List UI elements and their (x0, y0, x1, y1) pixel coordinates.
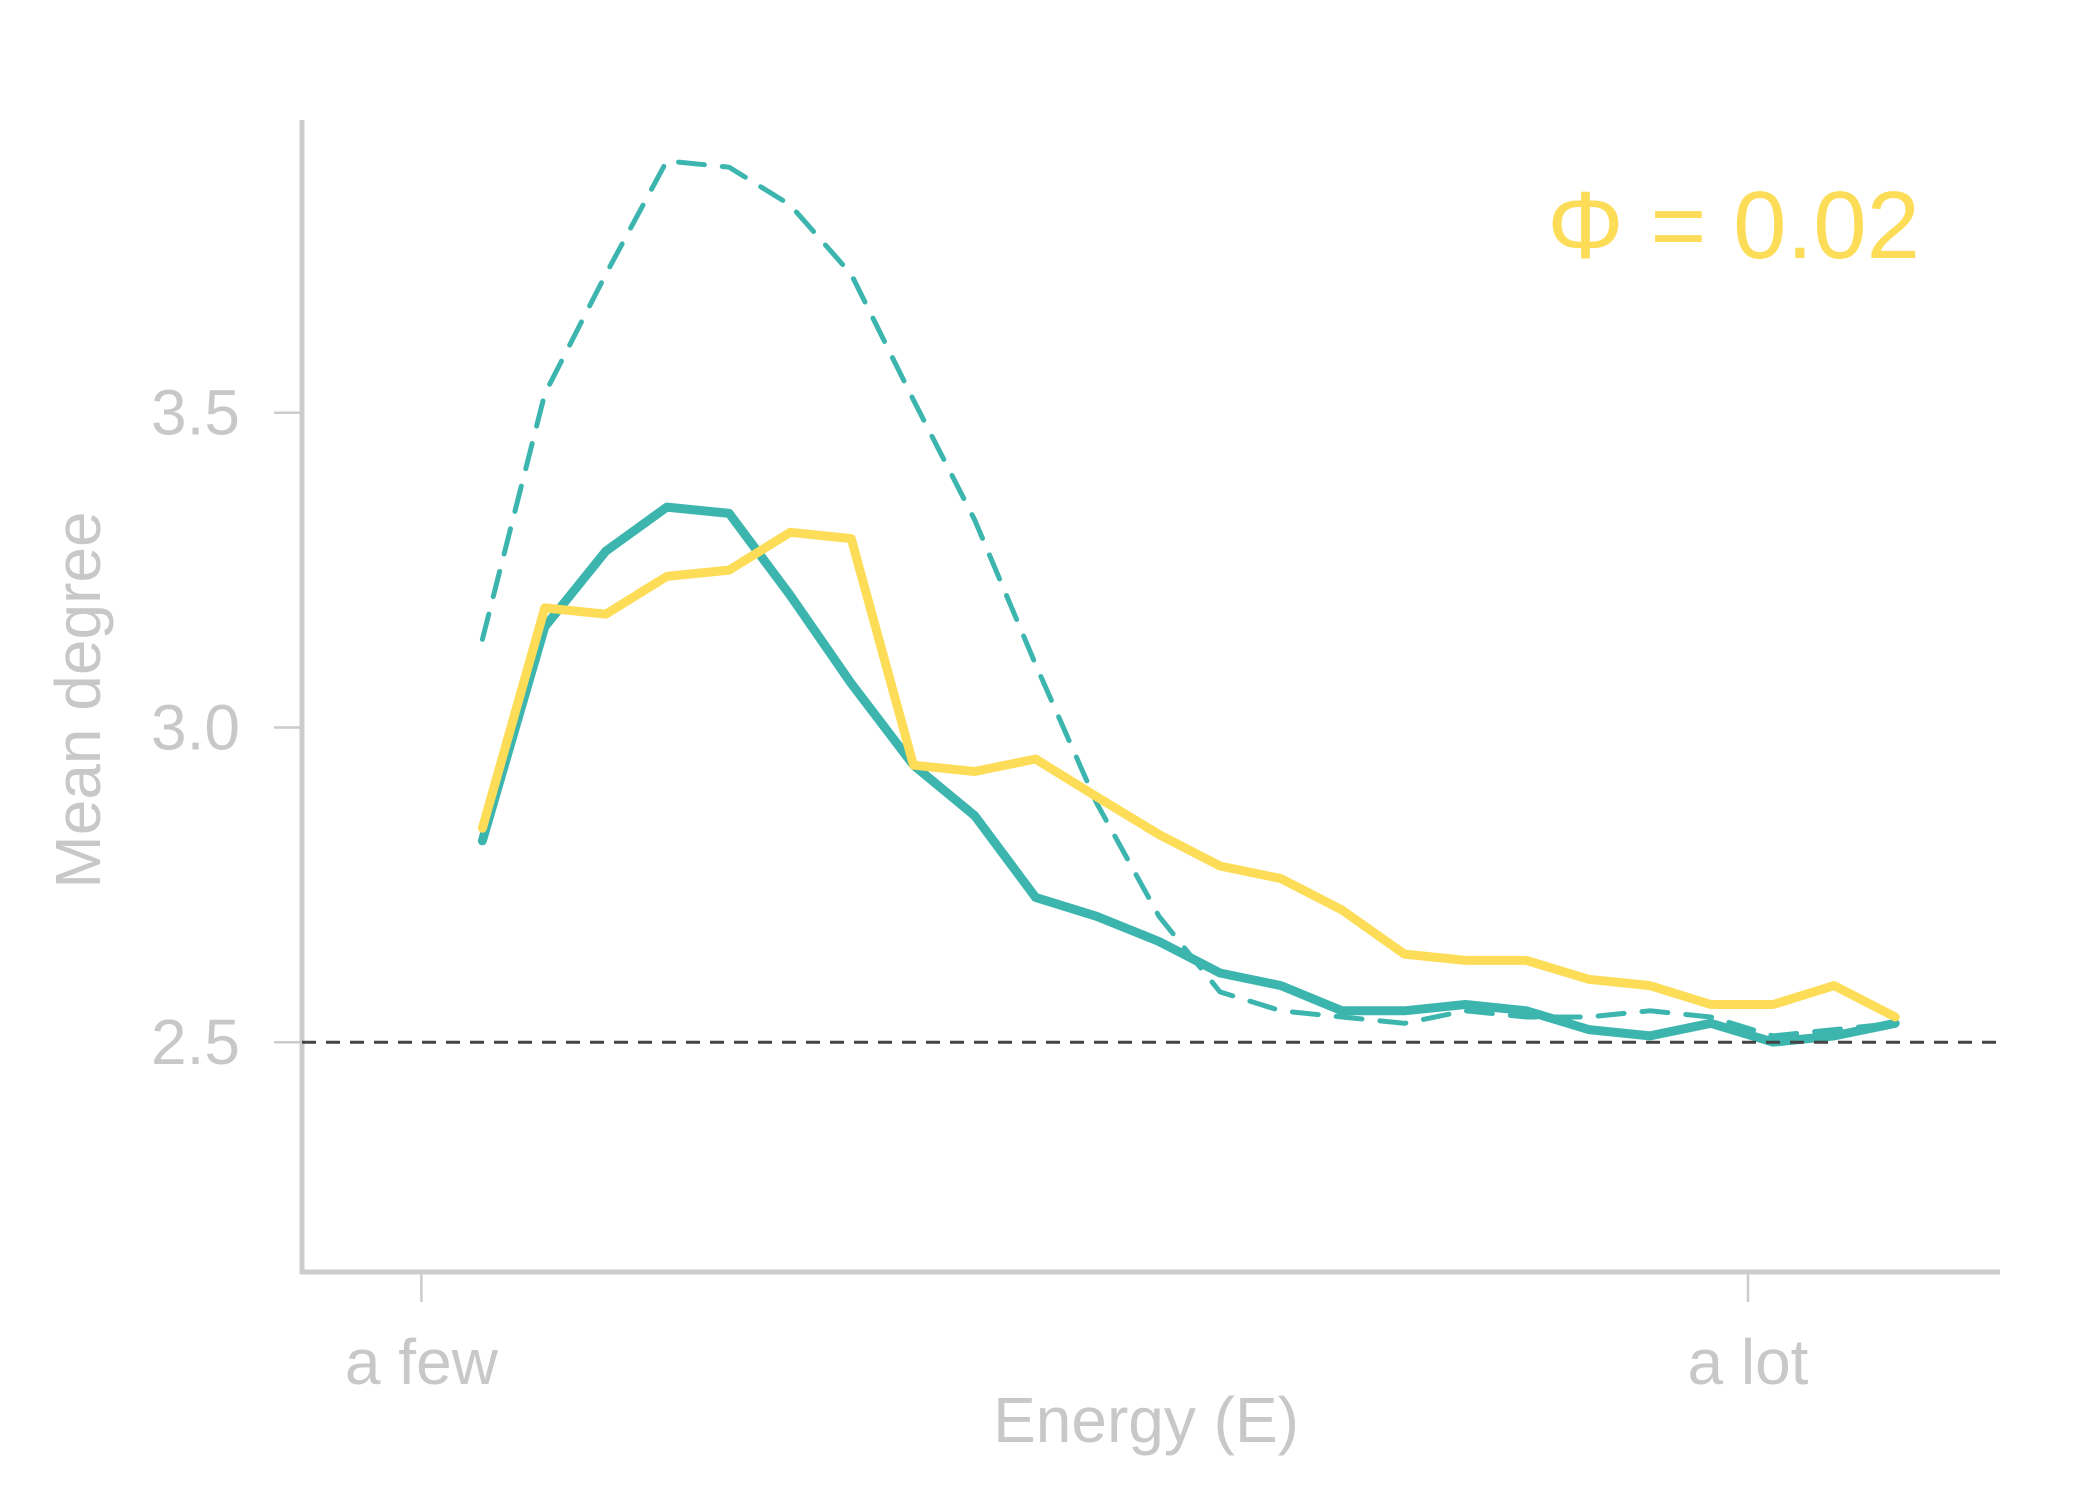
phi-annotation: Φ = 0.02 (1547, 172, 1920, 279)
y-axis-title: Mean degree (42, 511, 114, 888)
y-tick-label: 3.5 (151, 377, 240, 449)
series-layer (477, 158, 1900, 1047)
series-line-2 (477, 502, 1900, 1047)
x-tick-label: a lot (1687, 1326, 1808, 1398)
y-tick-label: 3.0 (151, 691, 240, 763)
series-line-3 (477, 527, 1900, 1022)
x-axis-title: Energy (E) (993, 1384, 1299, 1456)
series-line-1 (479, 158, 1898, 1039)
y-tick-label: 2.5 (151, 1006, 240, 1078)
x-axis-ticks: a few a lot (345, 1272, 1809, 1398)
y-axis-ticks: 2.5 3.0 3.5 (151, 377, 302, 1078)
x-tick-label: a few (345, 1326, 499, 1398)
